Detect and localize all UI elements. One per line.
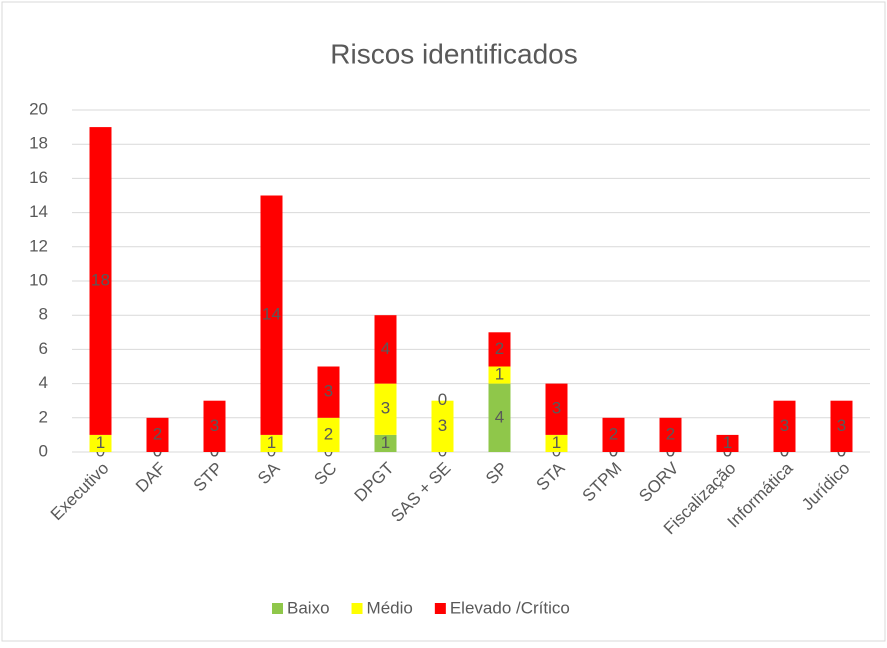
legend-swatch — [272, 603, 283, 614]
data-label: 2 — [153, 424, 162, 443]
legend-swatch — [351, 603, 363, 614]
data-label: 3 — [381, 399, 390, 418]
data-label: 3 — [438, 416, 447, 435]
data-label: 2 — [609, 424, 618, 443]
y-tick-label: 18 — [29, 134, 48, 153]
bar-segment — [545, 383, 568, 435]
y-tick-label: 20 — [29, 99, 48, 118]
data-label: 18 — [91, 270, 110, 289]
data-label: 2 — [324, 424, 333, 443]
data-label: 4 — [381, 339, 390, 358]
data-label: 3 — [837, 416, 846, 435]
chart-title: Riscos identificados — [330, 38, 577, 69]
data-label: 4 — [495, 407, 504, 426]
bar-segment — [374, 315, 397, 384]
bar-segment — [659, 417, 682, 452]
bar-segment — [146, 417, 169, 452]
bar-segment — [260, 195, 283, 435]
bar-segment — [317, 366, 340, 418]
legend-label: Elevado /Crítico — [450, 598, 570, 617]
y-tick-label: 14 — [29, 202, 48, 221]
data-label: 1 — [495, 365, 504, 384]
bar-segment — [830, 400, 853, 452]
bar-segment — [374, 434, 397, 452]
bar-segment — [374, 383, 397, 435]
y-tick-label: 0 — [39, 441, 48, 460]
y-tick-label: 12 — [29, 236, 48, 255]
bar-segment — [773, 400, 796, 452]
y-tick-label: 10 — [29, 270, 48, 289]
bar-segment — [602, 417, 625, 452]
bar-segment — [89, 434, 112, 452]
bar-segment — [488, 366, 511, 384]
data-label: 3 — [780, 416, 789, 435]
bar-segment — [431, 400, 454, 452]
data-label: 1 — [552, 433, 561, 452]
y-tick-label: 6 — [39, 339, 48, 358]
data-label: 3 — [552, 399, 561, 418]
y-tick-label: 16 — [29, 168, 48, 187]
bar-segment — [260, 434, 283, 452]
bar-segment — [545, 434, 568, 452]
legend-label: Médio — [367, 598, 413, 617]
y-tick-label: 2 — [39, 407, 48, 426]
y-tick-label: 8 — [39, 305, 48, 324]
data-label: 14 — [262, 305, 281, 324]
data-label: 2 — [666, 424, 675, 443]
bar-segment — [203, 400, 226, 452]
y-tick-label: 4 — [39, 373, 48, 392]
data-label: 3 — [324, 382, 333, 401]
bar-segment — [716, 434, 739, 452]
bar-segment — [488, 383, 511, 452]
data-label: 3 — [210, 416, 219, 435]
bar-segment — [89, 127, 112, 435]
data-label: 1 — [723, 433, 732, 452]
bar-segment — [488, 332, 511, 367]
legend-swatch — [434, 603, 446, 614]
legend-label: Baixo — [287, 598, 330, 617]
data-label: 1 — [96, 433, 105, 452]
bar-segment — [317, 417, 340, 452]
data-label: 1 — [267, 433, 276, 452]
data-label: 0 — [438, 390, 447, 409]
data-label: 1 — [381, 433, 390, 452]
data-label: 2 — [495, 339, 504, 358]
